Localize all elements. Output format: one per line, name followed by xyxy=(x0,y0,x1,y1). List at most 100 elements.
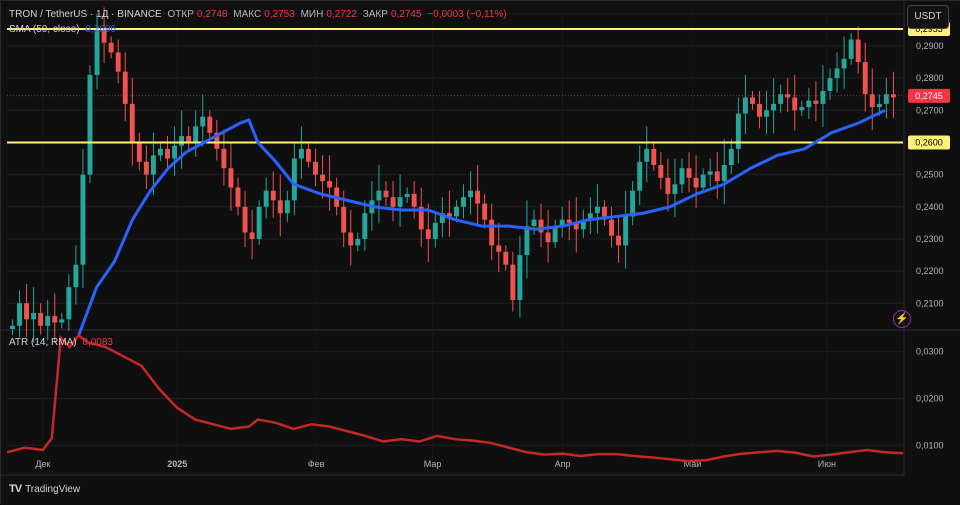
candle-body xyxy=(263,190,269,207)
candle-body xyxy=(623,216,629,246)
sma-legend[interactable]: SMA (50, close) 0,2696 xyxy=(9,24,119,35)
candle-body xyxy=(284,200,290,214)
candle-body xyxy=(855,39,861,63)
candle-body xyxy=(735,113,741,149)
candle-body xyxy=(249,232,255,239)
candle-body xyxy=(390,197,396,207)
candle-body xyxy=(158,148,163,156)
change-value: −0,0003 (−0,11%) xyxy=(427,9,507,20)
candle-body xyxy=(764,110,770,117)
high-value: 0,2753 xyxy=(264,9,295,20)
candle-body xyxy=(510,264,516,301)
candle-body xyxy=(313,161,318,175)
candle-body xyxy=(256,206,262,239)
price-tick-label: 0,2700 xyxy=(916,105,944,115)
candle-body xyxy=(136,142,142,162)
candle-body xyxy=(890,94,896,98)
time-tick-label: Апр xyxy=(555,459,571,469)
candle-body xyxy=(207,116,213,133)
candle-body xyxy=(693,177,699,188)
lightning-icon[interactable]: ⚡ xyxy=(893,310,911,328)
current-price-badge-bg xyxy=(908,88,950,103)
candle-body xyxy=(594,206,600,214)
candle-body xyxy=(320,174,326,182)
support-price-badge: 0,2600 xyxy=(915,137,943,147)
candle-body xyxy=(291,158,297,201)
candle-body xyxy=(115,52,121,72)
candle-body xyxy=(524,226,530,256)
candle-body xyxy=(214,132,220,149)
price-tick-label: 0,2100 xyxy=(916,298,944,308)
candle-body xyxy=(792,97,798,111)
candle-body xyxy=(432,222,438,239)
candle-body xyxy=(122,71,128,104)
candle-body xyxy=(616,235,622,246)
close-label: ЗАКР xyxy=(362,9,388,20)
candle-body xyxy=(672,184,678,194)
candle-body xyxy=(31,312,37,320)
candle-body xyxy=(17,303,22,326)
candle-body xyxy=(45,316,51,326)
candle-body xyxy=(517,255,523,301)
low-value: 0,2722 xyxy=(326,9,357,20)
candle-body xyxy=(637,161,643,191)
candle-body xyxy=(235,187,241,207)
atr-label: ATR (14, RMA) xyxy=(9,337,77,348)
candle-body xyxy=(531,219,537,227)
atr-line xyxy=(6,333,904,463)
candle-body xyxy=(468,190,474,198)
candle-body xyxy=(425,229,431,239)
candle-body xyxy=(806,100,812,108)
open-label: ОТКР xyxy=(167,9,194,20)
high-label: МАКС xyxy=(233,9,262,20)
sma-value: 0,2696 xyxy=(85,24,116,35)
time-tick-label: Дек xyxy=(35,459,50,469)
candle-body xyxy=(721,164,727,182)
tradingview-logo-icon: TV xyxy=(9,483,22,495)
candle-body xyxy=(496,245,502,252)
candle-body xyxy=(376,190,382,201)
candle-body xyxy=(165,148,170,159)
candle-body xyxy=(651,148,657,165)
atr-legend[interactable]: ATR (14, RMA) 0,0083 xyxy=(9,337,116,348)
candle-body xyxy=(665,177,671,194)
price-tick-label: 0,2400 xyxy=(916,202,944,212)
candle-body xyxy=(397,197,403,207)
candle-body xyxy=(714,171,720,182)
candle-body xyxy=(129,103,135,143)
candle-body xyxy=(242,206,248,233)
candle-body xyxy=(383,190,389,198)
candle-body xyxy=(820,91,826,104)
candle-body xyxy=(707,171,713,175)
candle-body xyxy=(580,219,586,230)
candle-body xyxy=(862,62,868,95)
atr-tick-label: 0,0200 xyxy=(916,393,944,403)
current-price-badge: 0,2745 xyxy=(915,91,943,101)
candle-body xyxy=(24,303,30,320)
candle-body xyxy=(411,193,417,207)
candle-body xyxy=(298,148,304,159)
candle-body xyxy=(150,155,156,175)
time-tick-label: Май xyxy=(684,459,702,469)
candle-body xyxy=(658,164,664,178)
support-price-badge-bg xyxy=(908,135,950,150)
candle-body xyxy=(757,103,762,117)
candle-body xyxy=(439,213,445,223)
time-tick-label: Июн xyxy=(818,459,836,469)
currency-button[interactable]: USDT xyxy=(907,5,949,29)
candle-body xyxy=(341,206,347,233)
candle-body xyxy=(461,197,466,207)
candle-body xyxy=(38,312,44,326)
candle-body xyxy=(228,168,234,188)
candle-body xyxy=(552,226,558,243)
price-tick-label: 0,2800 xyxy=(916,73,944,83)
candle-body xyxy=(446,213,452,217)
candle-body xyxy=(327,181,333,188)
symbol-legend[interactable]: TRON / TetherUS · 1Д · BINANCE ОТКР 0,274… xyxy=(9,9,510,20)
candle-body xyxy=(172,145,178,159)
tradingview-logo[interactable]: TV TradingView xyxy=(9,483,80,495)
candle-body xyxy=(355,238,361,246)
candle-body xyxy=(503,251,509,265)
